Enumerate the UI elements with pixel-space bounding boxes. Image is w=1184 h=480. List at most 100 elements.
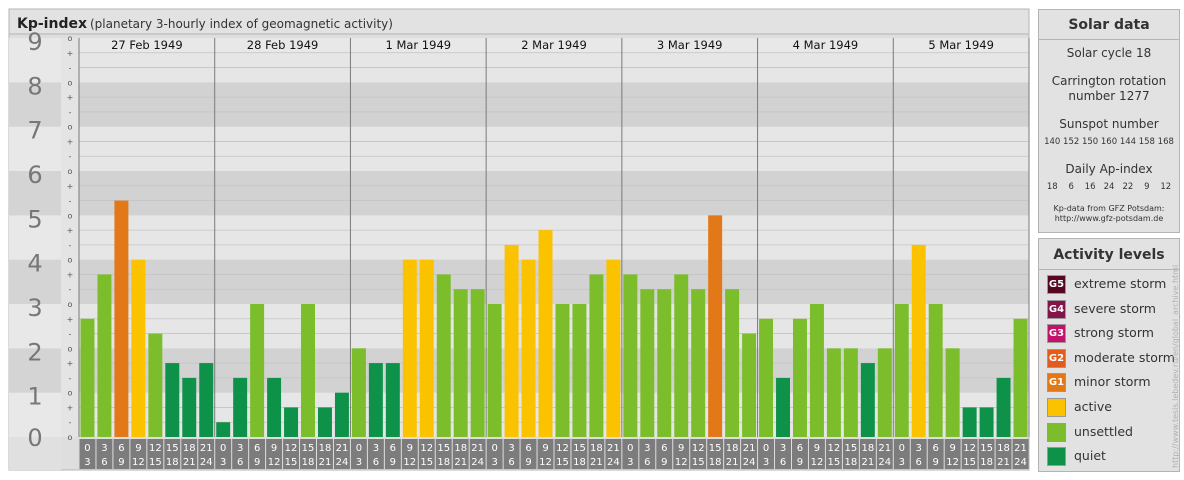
time-cell <box>842 439 859 469</box>
time-start-label: 6 <box>661 443 667 454</box>
y-axis-band <box>9 171 61 216</box>
minor-tick-label: + <box>67 359 74 368</box>
time-start-label: 9 <box>542 443 548 454</box>
minor-tick-label: o <box>68 433 73 442</box>
time-start-label: 18 <box>454 443 467 454</box>
time-end-label: 21 <box>319 457 332 468</box>
time-end-label: 24 <box>607 457 620 468</box>
time-cell <box>283 439 300 469</box>
time-cell <box>995 439 1012 469</box>
kp-bar <box>640 289 655 437</box>
time-end-label: 6 <box>508 457 514 468</box>
time-cell <box>724 439 741 469</box>
kp-bar <box>606 259 621 437</box>
time-end-label: 9 <box>933 457 939 468</box>
time-cell <box>741 439 758 469</box>
time-cell <box>198 439 215 469</box>
time-end-label: 9 <box>254 457 260 468</box>
minor-tick-label: - <box>69 152 72 161</box>
minor-tick-label: o <box>68 300 73 309</box>
y-tick-label: 0 <box>27 424 42 452</box>
solar-data-divider <box>1039 39 1179 40</box>
time-end-label: 3 <box>220 457 226 468</box>
time-end-label: 6 <box>373 457 379 468</box>
time-start-label: 9 <box>949 443 955 454</box>
time-end-label: 12 <box>811 457 824 468</box>
kp-bar <box>809 304 824 437</box>
legend-swatch <box>1047 398 1066 417</box>
time-cell <box>215 439 232 469</box>
time-start-label: 3 <box>644 443 650 454</box>
time-cell <box>333 439 350 469</box>
time-cell <box>249 439 266 469</box>
kp-bar <box>877 348 892 437</box>
minor-tick-label: - <box>69 197 72 206</box>
kp-band <box>79 304 1029 349</box>
time-start-label: 9 <box>135 443 141 454</box>
time-end-label: 21 <box>454 457 467 468</box>
time-start-label: 18 <box>726 443 739 454</box>
kp-bar <box>759 318 774 437</box>
time-cell <box>503 439 520 469</box>
time-end-label: 9 <box>118 457 124 468</box>
time-end-label: 9 <box>661 457 667 468</box>
time-end-label: 6 <box>237 457 243 468</box>
kp-bar <box>216 422 231 437</box>
legend-label: strong storm <box>1074 325 1154 341</box>
time-end-label: 12 <box>539 457 552 468</box>
legend-label: moderate storm <box>1074 349 1175 365</box>
minor-tick-label: o <box>68 123 73 132</box>
title-bar <box>8 8 1030 35</box>
time-start-label: 21 <box>743 443 756 454</box>
time-end-label: 6 <box>780 457 786 468</box>
time-start-label: 9 <box>814 443 820 454</box>
minor-tick-label: - <box>69 241 72 250</box>
minor-tick-label: + <box>67 49 74 58</box>
legend-swatch <box>1047 422 1066 442</box>
time-cell <box>808 439 825 469</box>
daily-ap-index-title: Daily Ap-index <box>1065 162 1153 176</box>
time-start-label: 12 <box>285 443 298 454</box>
time-start-label: 15 <box>980 443 993 454</box>
time-end-label: 6 <box>916 457 922 468</box>
time-cell <box>554 439 571 469</box>
minor-tick-label: o <box>68 256 73 265</box>
time-start-label: 6 <box>254 443 260 454</box>
time-cell <box>317 439 333 469</box>
y-axis-band <box>9 348 61 393</box>
y-axis-band <box>9 38 61 83</box>
kp-bar <box>182 377 197 437</box>
y-tick-label: 7 <box>27 117 42 145</box>
kp-bar <box>843 348 858 437</box>
day-label: 28 Feb 1949 <box>247 38 319 52</box>
kp-bar <box>911 244 926 437</box>
kp-band <box>79 259 1029 304</box>
legend-label: unsettled <box>1074 423 1133 439</box>
kp-bar <box>928 304 943 437</box>
time-start-label: 3 <box>916 443 922 454</box>
kp-bar <box>385 363 400 437</box>
time-start-label: 9 <box>271 443 277 454</box>
kp-bar <box>725 289 740 437</box>
time-cell <box>571 439 588 469</box>
day-label: 4 Mar 1949 <box>793 38 859 52</box>
time-cell <box>910 439 927 469</box>
data-source-line1: Kp-data from GFZ Potsdam: <box>1053 204 1165 213</box>
y-tick-label: 1 <box>27 383 42 411</box>
time-cell <box>961 439 978 469</box>
kp-bar <box>945 348 960 437</box>
kp-band <box>79 82 1029 127</box>
time-start-label: 9 <box>407 443 413 454</box>
time-start-label: 3 <box>508 443 514 454</box>
time-start-label: 6 <box>933 443 939 454</box>
kp-bar <box>165 363 180 437</box>
kp-bar <box>708 215 723 437</box>
time-cell <box>588 439 605 469</box>
legend-swatch: G3 <box>1047 324 1066 344</box>
time-start-label: 15 <box>573 443 586 454</box>
time-end-label: 15 <box>963 457 976 468</box>
time-cell <box>401 439 418 469</box>
kp-bar <box>131 259 146 437</box>
minor-tick-label: + <box>67 182 74 191</box>
time-start-label: 12 <box>556 443 569 454</box>
